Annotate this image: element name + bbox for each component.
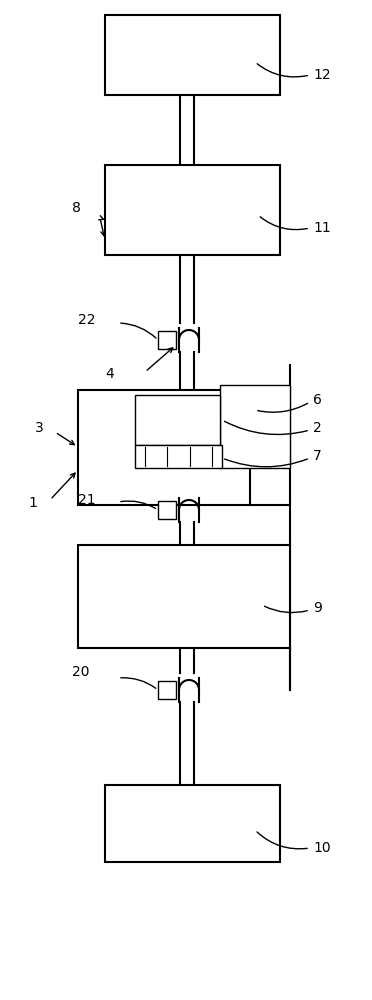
Text: 7: 7 (313, 449, 322, 463)
Bar (78, 545, 290, 648)
Bar (135, 445, 222, 468)
Text: 6: 6 (313, 393, 322, 407)
Text: 10: 10 (313, 841, 331, 855)
Text: 22: 22 (78, 313, 96, 327)
Text: 9: 9 (313, 601, 322, 615)
Bar (105, 165, 280, 255)
Text: 3: 3 (35, 421, 44, 435)
Text: 8: 8 (72, 201, 81, 215)
Bar (105, 15, 280, 95)
Text: 12: 12 (313, 68, 331, 82)
Bar (78, 390, 250, 505)
Text: 2: 2 (313, 421, 322, 435)
Bar (158, 681, 176, 699)
Text: 20: 20 (72, 665, 90, 679)
Bar (158, 501, 176, 519)
Text: 1: 1 (28, 496, 37, 510)
Bar (135, 395, 220, 445)
Text: 21: 21 (78, 493, 96, 507)
Text: 11: 11 (313, 221, 331, 235)
Bar (105, 785, 280, 862)
Bar (220, 385, 290, 468)
Text: 4: 4 (105, 367, 114, 381)
Bar (158, 331, 176, 349)
